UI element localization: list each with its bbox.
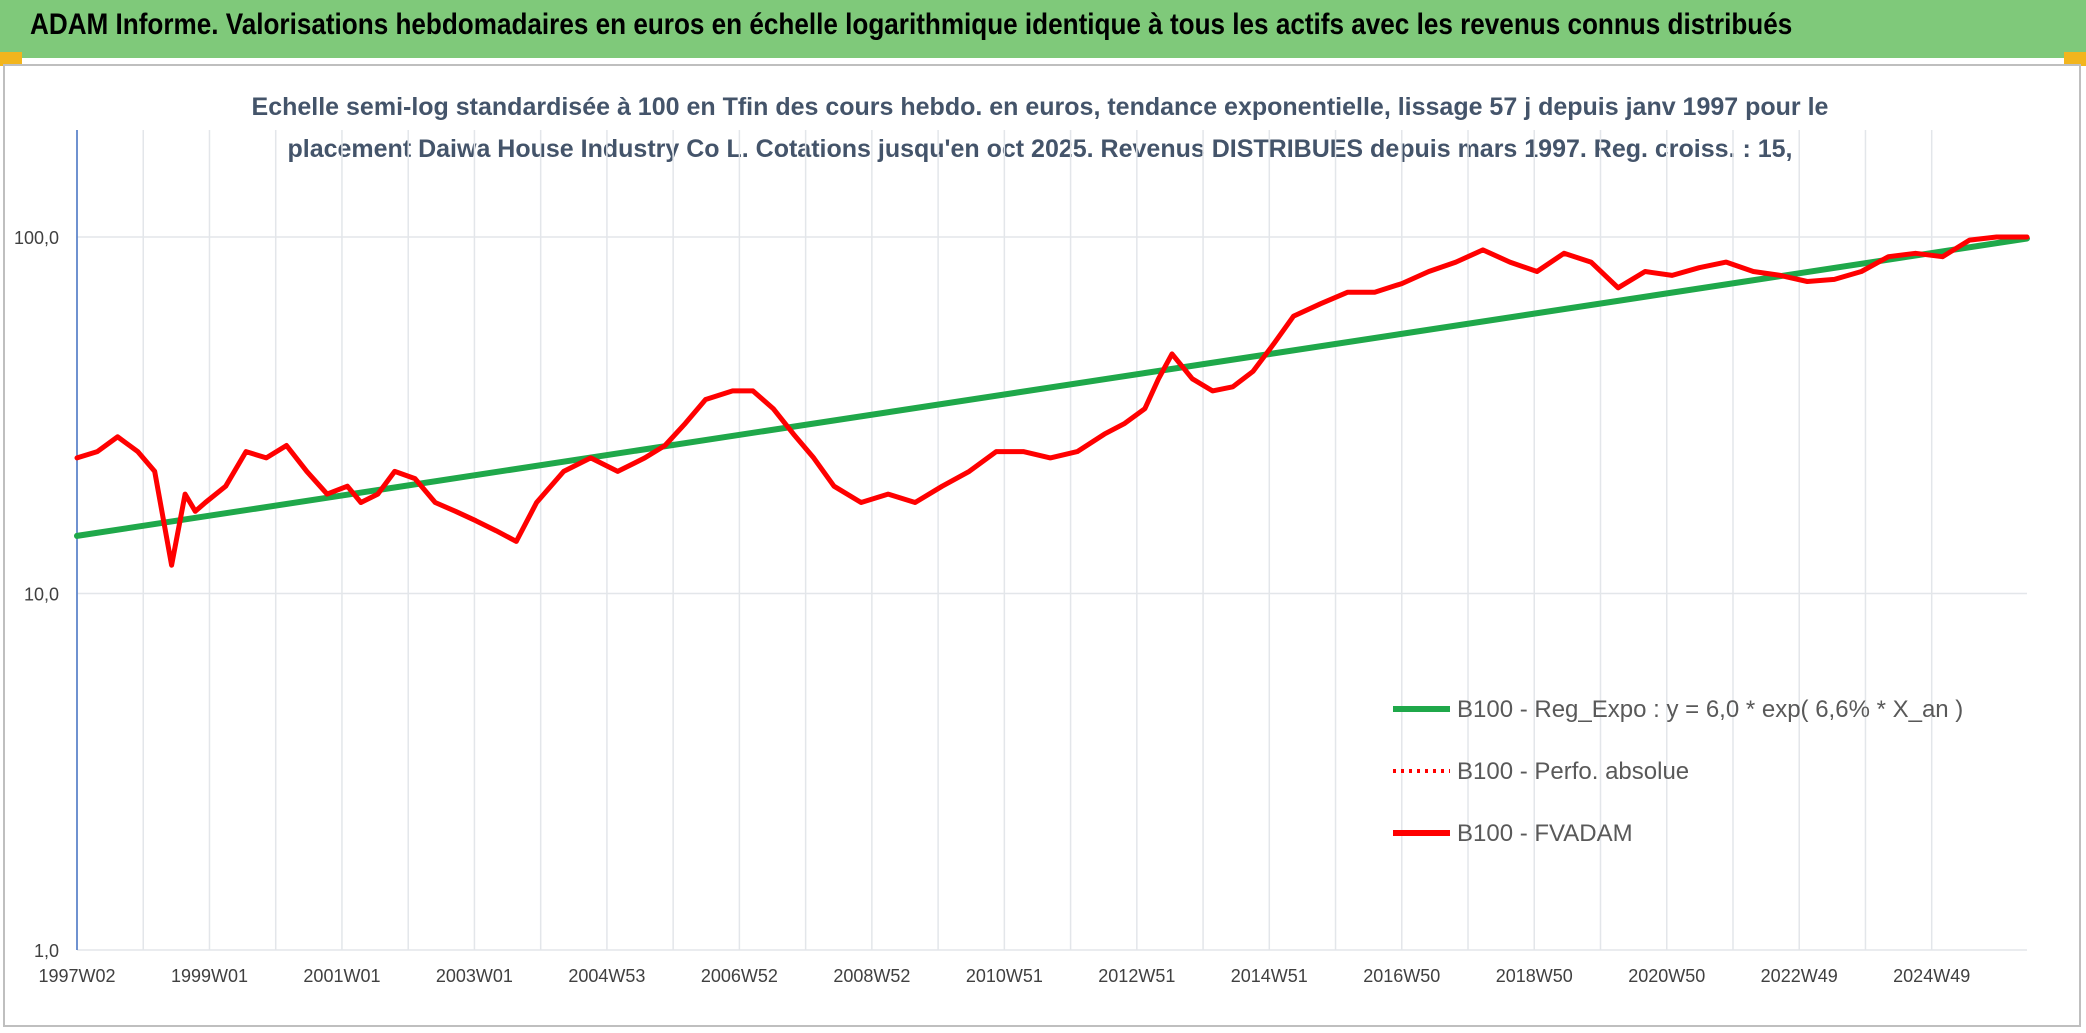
series-layer [74, 234, 2030, 568]
x-tick-label: 2016W50 [1363, 966, 1440, 986]
y-tick-label: 10,0 [24, 584, 59, 604]
x-tick-label: 2001W01 [303, 966, 380, 986]
legend: B100 - Reg_Expo : y = 6,0 * exp( 6,6% * … [1393, 696, 1963, 847]
legend-label: B100 - Reg_Expo : y = 6,0 * exp( 6,6% * … [1457, 696, 1963, 723]
x-tick-label: 1999W01 [171, 966, 248, 986]
x-tick-label: 2006W52 [701, 966, 778, 986]
y-tick-label: 100,0 [14, 228, 59, 248]
series-line-fvadam [74, 234, 2030, 568]
corner-marker-left [0, 52, 22, 66]
legend-label: B100 - Perfo. absolue [1457, 758, 1689, 785]
x-tick-label: 2010W51 [966, 966, 1043, 986]
x-tick-label: 2004W53 [568, 966, 645, 986]
chart-title-line-2: placement Daiwa House Industry Co L. Cot… [288, 135, 1793, 163]
grid-layer [76, 130, 2027, 951]
axes-layer: 1,0 10,0 100,0 1997W02 1999W01 2001W01 2003W01… [14, 130, 1970, 986]
x-tick-label: 2012W51 [1098, 966, 1175, 986]
x-tick-label: 2003W01 [436, 966, 513, 986]
chart-title-line-1: Echelle semi-log standardisée à 100 en T… [252, 93, 1829, 121]
banner-title: ADAM Informe. Valorisations hebdomadaire… [30, 8, 1793, 41]
title-banner: ADAM Informe. Valorisations hebdomadaire… [0, 0, 2086, 58]
corner-marker-right [2064, 52, 2086, 66]
y-tick-label: 1,0 [34, 941, 59, 961]
legend-label: B100 - FVADAM [1457, 820, 1633, 847]
x-tick-label: 2018W50 [1496, 966, 1573, 986]
x-tick-label: 1997W02 [38, 966, 115, 986]
series-line-trend [74, 235, 2030, 539]
chart-frame [3, 64, 2081, 1027]
x-tick-label: 2022W49 [1761, 966, 1838, 986]
x-tick-label: 2014W51 [1231, 966, 1308, 986]
x-tick-label: 2008W52 [833, 966, 910, 986]
x-tick-label: 2020W50 [1628, 966, 1705, 986]
x-tick-label: 2024W49 [1893, 966, 1970, 986]
